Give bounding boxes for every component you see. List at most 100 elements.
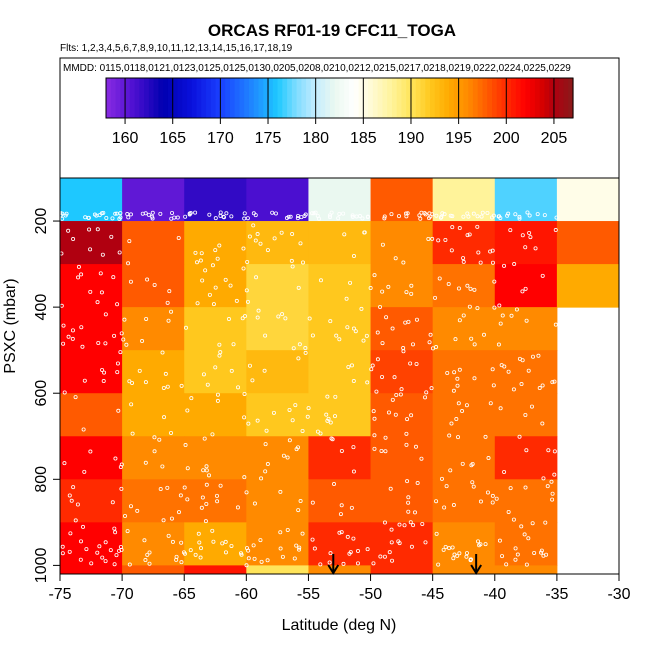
sample-point bbox=[241, 266, 246, 271]
sample-point bbox=[329, 210, 334, 215]
sample-point bbox=[419, 456, 424, 461]
sample-point bbox=[253, 213, 258, 218]
x-tick-label: -55 bbox=[297, 586, 320, 603]
colorbar-segment bbox=[225, 78, 231, 118]
colorbar-segment bbox=[477, 78, 484, 118]
sample-point bbox=[286, 214, 291, 219]
sample-point bbox=[199, 546, 204, 551]
sample-point bbox=[247, 234, 252, 239]
colorbar-segment bbox=[296, 78, 302, 118]
sample-point bbox=[215, 398, 220, 403]
heatmap-cell bbox=[122, 350, 185, 394]
sample-point bbox=[218, 210, 223, 215]
colorbar-tick-label: 180 bbox=[302, 130, 329, 147]
sample-point bbox=[67, 549, 72, 554]
sample-point bbox=[161, 518, 166, 523]
heatmap-cell bbox=[432, 307, 496, 351]
sample-point bbox=[464, 403, 469, 408]
sample-point bbox=[250, 378, 255, 383]
sample-point bbox=[144, 316, 149, 321]
sample-point bbox=[478, 260, 483, 265]
colorbar-segment bbox=[329, 78, 336, 118]
sample-point bbox=[380, 374, 385, 379]
sample-point bbox=[122, 317, 127, 322]
sample-point bbox=[334, 333, 339, 338]
sample-point bbox=[285, 527, 290, 532]
sample-point bbox=[70, 328, 75, 333]
sample-point bbox=[300, 531, 305, 536]
x-tick-label: -70 bbox=[111, 586, 134, 603]
sample-point bbox=[150, 216, 155, 221]
sample-point bbox=[87, 227, 92, 232]
sample-point bbox=[312, 546, 317, 551]
sample-point bbox=[542, 213, 547, 218]
x-tick-label: -40 bbox=[483, 586, 506, 603]
sample-point bbox=[231, 342, 236, 347]
heatmap-cell bbox=[370, 436, 434, 480]
sample-point bbox=[327, 560, 332, 565]
sample-point bbox=[236, 385, 241, 390]
sample-point bbox=[251, 543, 256, 548]
sample-point bbox=[296, 445, 301, 450]
x-tick-label: -65 bbox=[173, 586, 196, 603]
sample-point bbox=[522, 532, 527, 537]
sample-point bbox=[217, 353, 222, 358]
sample-point bbox=[318, 562, 323, 567]
colorbar-segment bbox=[144, 78, 150, 118]
sample-point bbox=[438, 215, 443, 220]
sample-point bbox=[78, 539, 83, 544]
sample-point bbox=[382, 216, 387, 221]
sample-point bbox=[79, 272, 84, 277]
sample-point bbox=[390, 397, 395, 402]
sample-point bbox=[113, 456, 118, 461]
sample-point bbox=[97, 544, 102, 549]
colorbar-segment bbox=[487, 78, 493, 118]
colorbar-segment bbox=[153, 78, 160, 118]
sample-point bbox=[61, 323, 66, 328]
sample-point bbox=[289, 258, 294, 263]
sample-point bbox=[61, 341, 66, 346]
heatmap-cell bbox=[432, 350, 496, 394]
sample-point bbox=[100, 555, 105, 560]
sample-point bbox=[443, 238, 448, 243]
sample-point bbox=[297, 545, 302, 550]
sample-point bbox=[492, 279, 497, 284]
colorbar-segment bbox=[210, 78, 217, 118]
sample-point bbox=[412, 510, 417, 515]
sample-point bbox=[372, 446, 377, 451]
sample-point bbox=[466, 214, 471, 219]
sample-point bbox=[276, 314, 281, 319]
sample-point bbox=[119, 486, 124, 491]
sample-point bbox=[263, 442, 268, 447]
sample-point bbox=[113, 211, 118, 216]
sample-point bbox=[242, 391, 247, 396]
sample-point bbox=[417, 213, 422, 218]
sample-point bbox=[313, 210, 318, 215]
sample-point bbox=[246, 556, 251, 561]
sample-point bbox=[71, 237, 76, 242]
sample-point bbox=[502, 469, 507, 474]
sample-point bbox=[406, 495, 411, 500]
colorbar-segment bbox=[172, 78, 179, 118]
sample-point bbox=[525, 210, 530, 215]
sample-point bbox=[517, 214, 522, 219]
sample-point bbox=[112, 562, 117, 567]
sample-point bbox=[351, 326, 356, 331]
sample-point bbox=[350, 214, 355, 219]
colorbar-panel: MMDD: 0115,0118,0121,0123,0125,0125,0130… bbox=[59, 57, 620, 179]
sample-point bbox=[310, 211, 315, 216]
sample-point bbox=[201, 372, 206, 377]
heatmap-cell bbox=[494, 307, 558, 351]
sample-point bbox=[287, 438, 292, 443]
colorbar-segment bbox=[177, 78, 183, 118]
sample-point bbox=[371, 561, 376, 566]
heatmap-cell bbox=[184, 350, 247, 394]
sample-point bbox=[213, 365, 218, 370]
sample-point bbox=[426, 216, 431, 221]
sample-point bbox=[490, 500, 495, 505]
colorbar-tick-label: 170 bbox=[207, 130, 234, 147]
sample-point bbox=[506, 369, 511, 374]
sample-point bbox=[218, 350, 223, 355]
sample-point bbox=[472, 376, 477, 381]
sample-point bbox=[66, 228, 71, 233]
